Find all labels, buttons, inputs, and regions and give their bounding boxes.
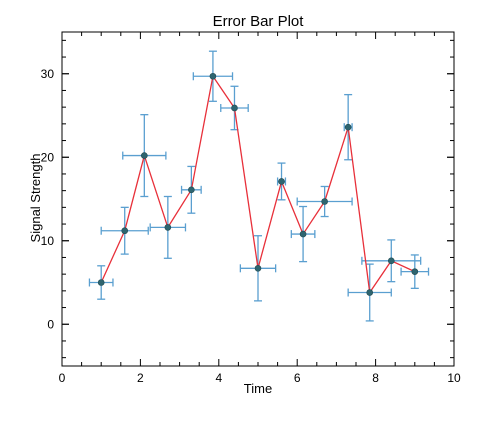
data-point [321,198,328,205]
x-tick-label: 4 [215,371,222,385]
data-point [97,279,105,286]
data-point [209,72,217,80]
y-tick-label: 30 [41,67,55,81]
data-point [188,186,195,194]
x-tick-label: 2 [137,371,144,385]
data-point [387,257,395,265]
data-point [299,230,307,238]
x-tick-label: 6 [294,371,301,385]
y-tick-label: 10 [41,234,55,248]
y-tick-label: 0 [47,317,54,331]
data-point [141,152,148,159]
data-point [278,178,285,185]
x-tick-label: 8 [372,371,379,385]
plot-frame [61,31,455,367]
data-point [366,289,374,296]
data-point [164,224,172,231]
data-point [411,268,419,275]
data-point [121,227,129,235]
x-tick-label: 10 [447,371,461,385]
x-axis-label: Time [244,381,272,396]
x-tick-label: 0 [59,371,66,385]
data-point [231,104,238,112]
plot-area: 0 2 4 6 8 10 0 10 20 30 [41,31,461,385]
chart-title: Error Bar Plot [213,13,305,30]
data-point [254,265,262,272]
y-axis-label: Signal Strength [28,154,43,243]
y-tick-label: 20 [41,150,55,164]
data-point [344,123,352,131]
